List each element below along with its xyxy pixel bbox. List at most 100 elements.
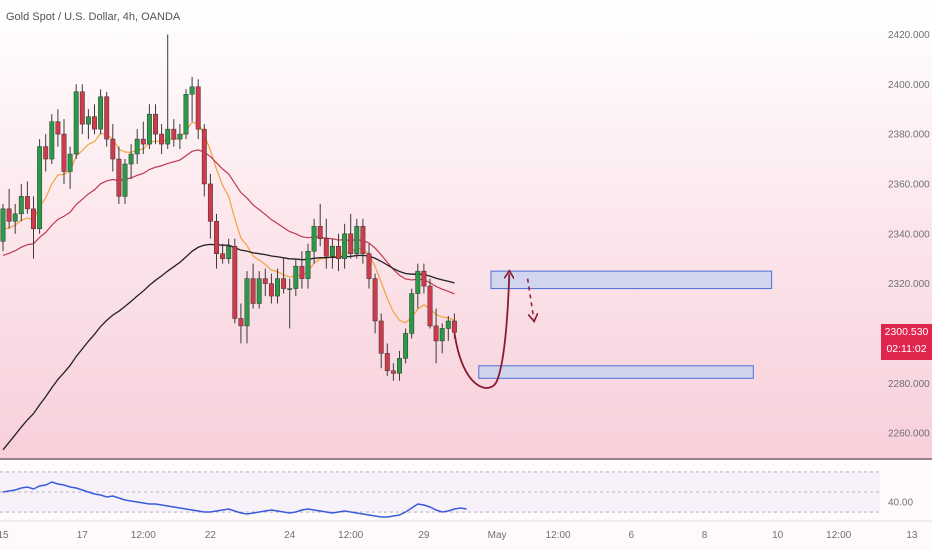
candle-body <box>250 278 256 304</box>
candle-body <box>92 116 97 130</box>
time-tick-label: 15 <box>0 530 9 541</box>
time-tick-label: 24 <box>284 530 296 541</box>
candle-body <box>61 133 67 172</box>
candle-body <box>0 208 6 242</box>
candle <box>43 134 49 172</box>
candle <box>146 104 152 150</box>
candle <box>12 203 18 234</box>
candle <box>134 129 140 165</box>
candle-body <box>275 278 280 297</box>
candle-body <box>79 91 85 125</box>
price-tick-label: 2400.000 <box>888 80 930 91</box>
ema-mid-line <box>2 149 455 295</box>
candle <box>415 263 421 309</box>
candle <box>18 183 24 222</box>
candle <box>305 243 311 289</box>
candle-body <box>311 226 317 252</box>
candle <box>256 271 262 309</box>
candle-body <box>6 208 12 222</box>
time-tick-label: 12:00 <box>338 530 363 541</box>
rsi-background <box>0 460 932 550</box>
candle-body <box>104 96 110 140</box>
candle <box>92 104 97 135</box>
candle <box>336 233 341 272</box>
candle <box>189 76 195 122</box>
candle-body <box>244 278 250 327</box>
time-axis: 15 17 12:00 22 24 12:00 29 May 12:00 6 8 10 12:00 13 <box>0 530 918 541</box>
candle <box>354 218 360 259</box>
candle-body <box>397 358 402 374</box>
candle <box>0 203 6 252</box>
grid-layer <box>0 458 932 550</box>
time-tick-label: 8 <box>702 530 708 541</box>
candle-body <box>232 245 238 319</box>
time-tick-label: May <box>488 530 507 541</box>
candle-body <box>403 333 409 359</box>
candle <box>299 251 305 289</box>
rsi-pane: 40.00 <box>0 471 913 518</box>
candle-body <box>390 370 396 374</box>
candle <box>281 258 287 294</box>
candle-body <box>43 146 49 160</box>
candle-body <box>18 196 24 215</box>
candle <box>98 89 104 135</box>
candle-body <box>336 245 341 259</box>
candle <box>397 350 402 381</box>
candle <box>348 213 354 259</box>
candle <box>366 243 372 289</box>
price-tick-label: 2360.000 <box>888 179 930 190</box>
candle-body <box>153 113 158 135</box>
candlestick-series <box>0 34 457 381</box>
candle <box>378 313 384 369</box>
candle-body <box>305 250 311 279</box>
candle-body <box>256 278 262 304</box>
candle <box>323 218 329 269</box>
chart-title: Gold Spot / U.S. Dollar, 4h, OANDA <box>6 11 181 23</box>
candle <box>268 273 274 304</box>
candle-body <box>372 278 378 322</box>
rsi-line <box>2 481 467 518</box>
projection-curve <box>453 274 509 389</box>
candle-body <box>317 226 323 240</box>
candle <box>85 109 91 140</box>
candle-body <box>342 233 348 259</box>
candle-body <box>262 278 268 284</box>
candle-body <box>384 353 390 372</box>
candle <box>31 196 36 259</box>
projection-dashed-arrow <box>526 278 534 319</box>
candle <box>409 288 415 339</box>
candle <box>165 34 171 150</box>
candle-body <box>31 208 36 230</box>
candle <box>238 303 244 344</box>
candle-body <box>293 265 299 289</box>
candle <box>122 159 128 204</box>
candle-body <box>348 233 354 254</box>
candle-body <box>214 221 219 254</box>
candle <box>79 84 85 135</box>
candle <box>37 139 43 234</box>
candle <box>311 218 317 264</box>
candle-body <box>24 196 30 210</box>
candle <box>226 238 232 264</box>
candle-body <box>110 138 116 160</box>
candle <box>177 124 183 150</box>
candle <box>232 238 238 324</box>
rsi-tick-label: 40.00 <box>888 498 913 509</box>
candle-body <box>281 278 287 289</box>
candle <box>49 114 55 165</box>
candle-body <box>268 283 274 297</box>
candle-body <box>323 238 329 257</box>
candle <box>171 119 177 147</box>
candle <box>439 323 445 354</box>
candle-body <box>207 183 213 222</box>
rsi-band <box>0 472 880 512</box>
candle <box>342 223 348 269</box>
candle-body <box>116 158 122 197</box>
last-price: 2300.530 <box>884 326 929 338</box>
candle <box>427 278 433 329</box>
candle <box>116 146 122 204</box>
horizontal-zone <box>478 365 754 379</box>
candle <box>24 181 30 214</box>
candle-body <box>201 128 207 185</box>
